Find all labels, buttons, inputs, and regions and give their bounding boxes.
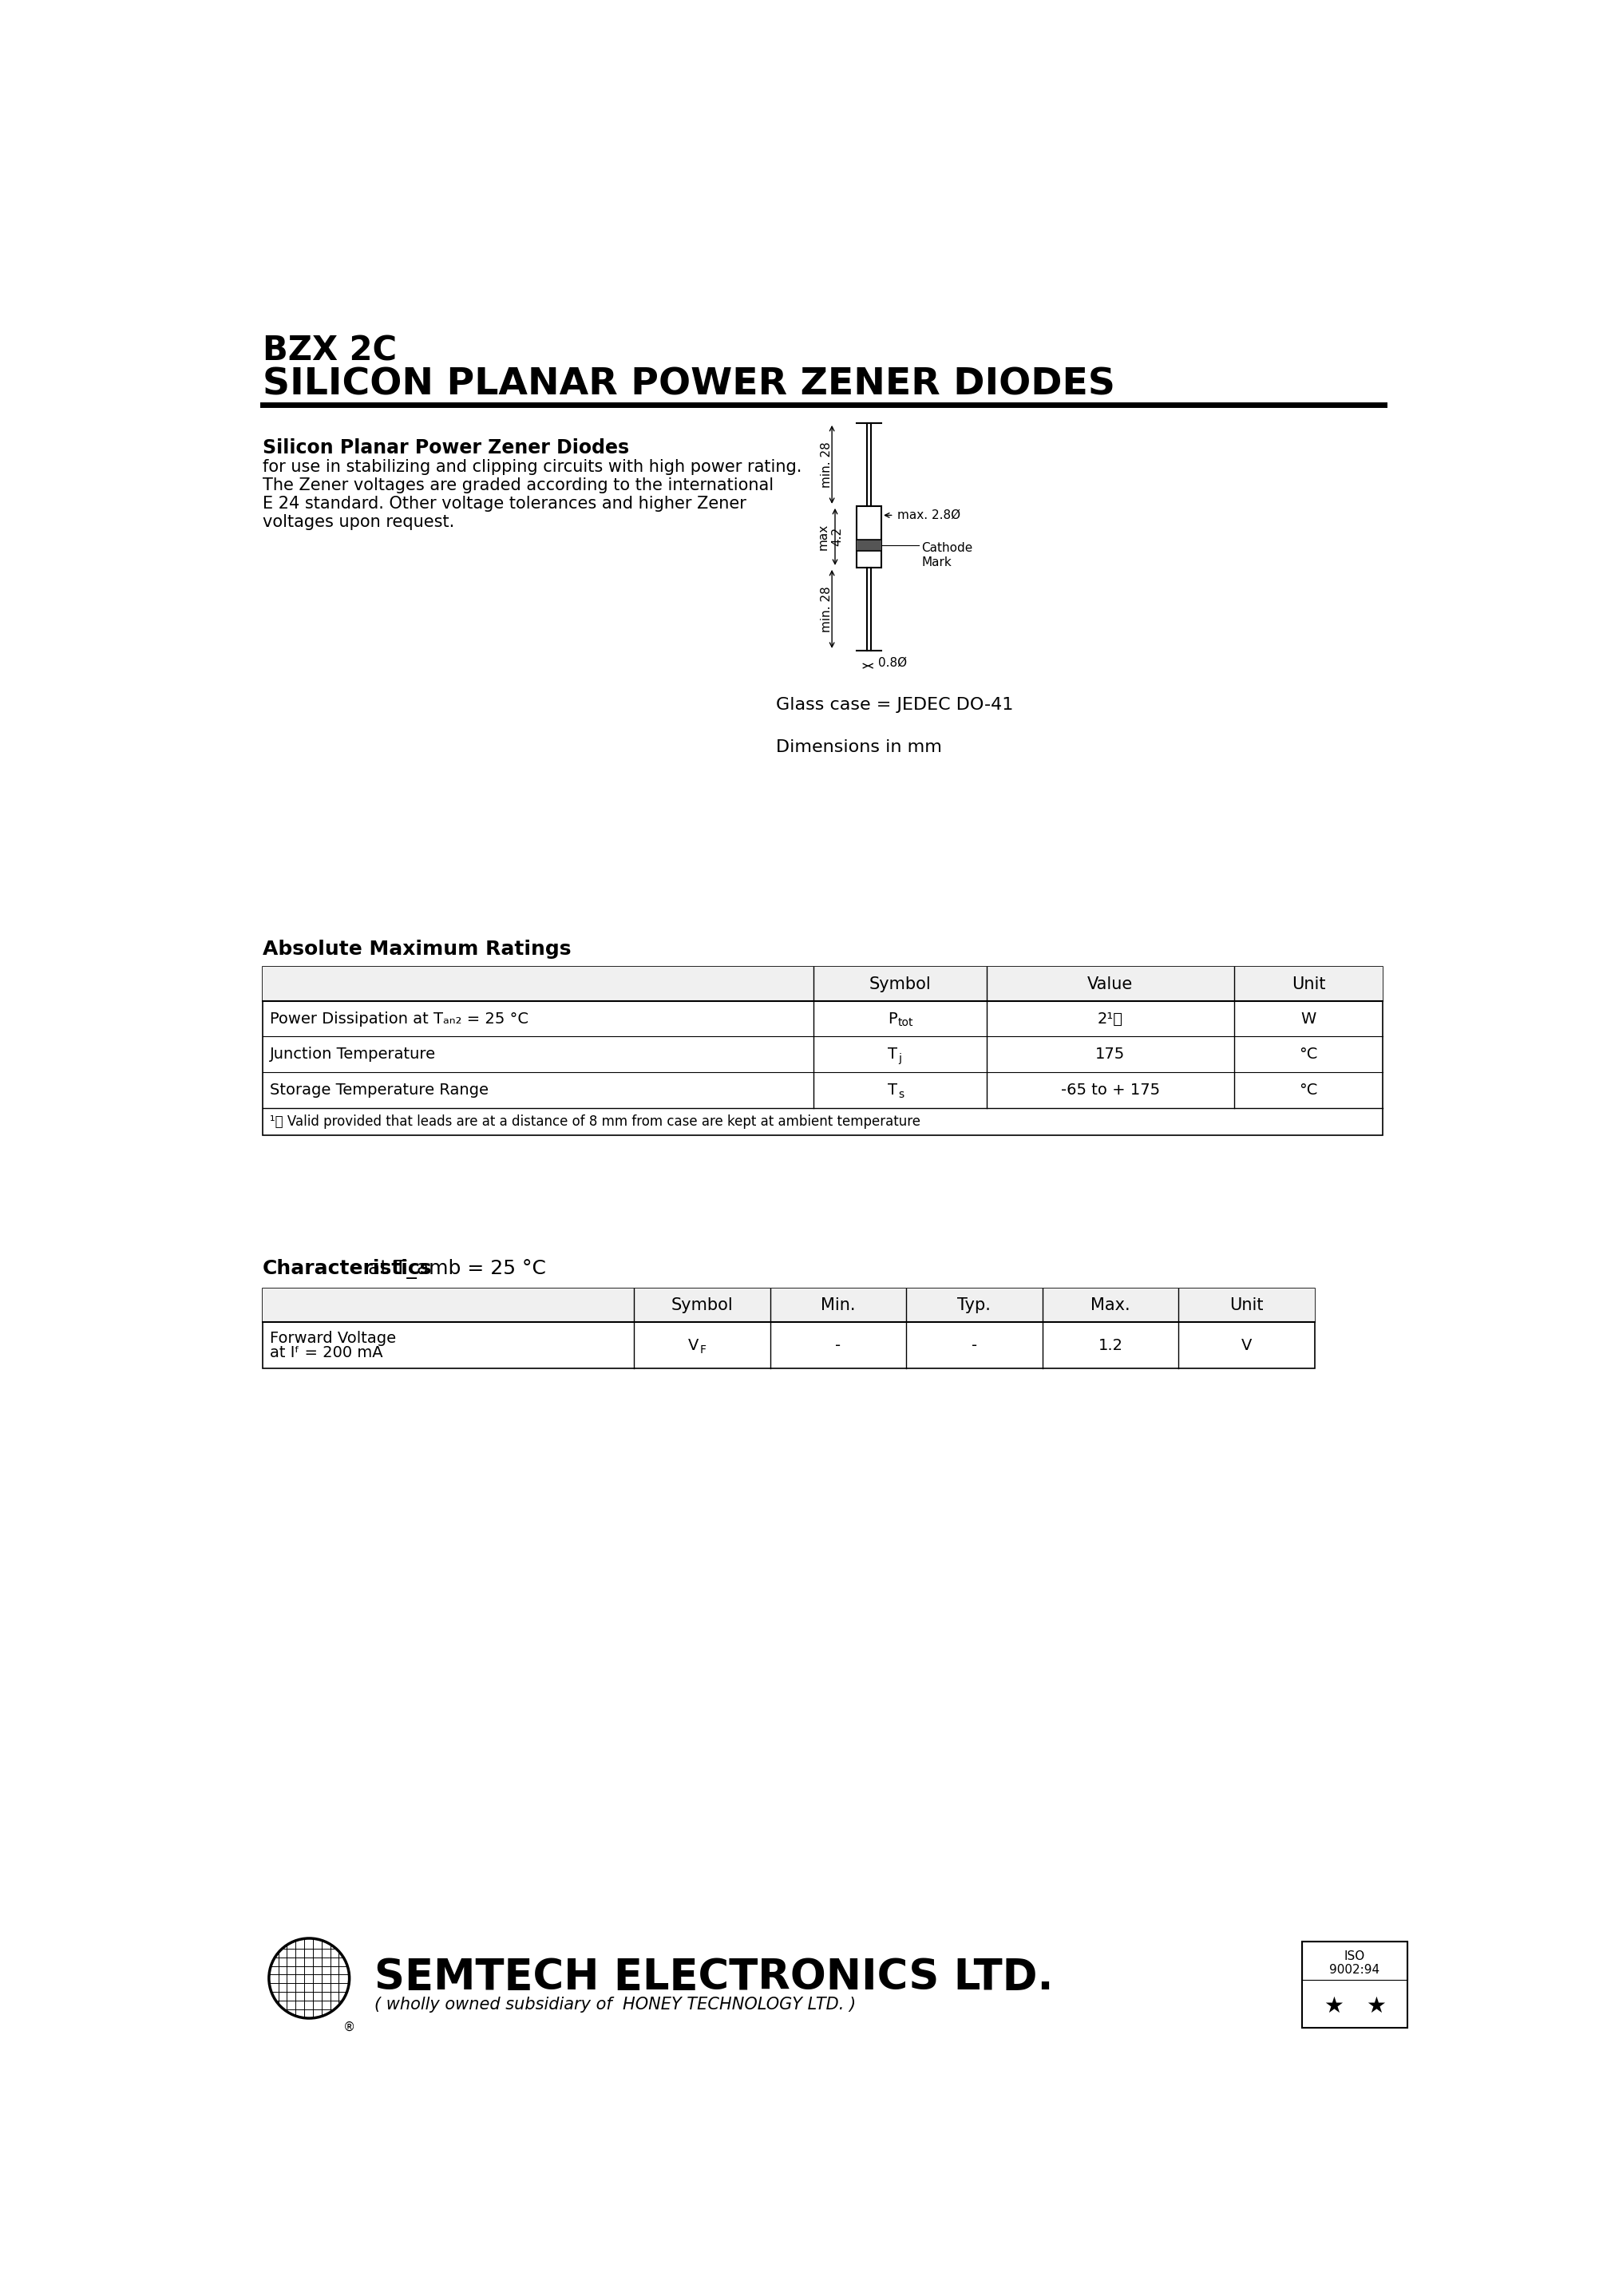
Text: 0.8Ø: 0.8Ø xyxy=(879,657,908,668)
Bar xyxy=(262,1288,1315,1368)
Text: E 24 standard. Other voltage tolerances and higher Zener: E 24 standard. Other voltage tolerances … xyxy=(262,496,746,512)
Text: Min.: Min. xyxy=(821,1297,855,1313)
Text: Characteristics: Characteristics xyxy=(262,1258,432,1279)
Text: Glass case = JEDEC DO-41: Glass case = JEDEC DO-41 xyxy=(776,696,1014,712)
Text: min. 28: min. 28 xyxy=(821,441,832,487)
Bar xyxy=(857,505,881,567)
Text: voltages upon request.: voltages upon request. xyxy=(262,514,455,530)
Text: tot: tot xyxy=(898,1017,914,1029)
Text: Absolute Maximum Ratings: Absolute Maximum Ratings xyxy=(262,939,572,957)
Text: Value: Value xyxy=(1088,976,1133,992)
Text: for use in stabilizing and clipping circuits with high power rating.: for use in stabilizing and clipping circ… xyxy=(262,459,802,475)
Text: Unit: Unit xyxy=(1292,976,1326,992)
Text: min. 28: min. 28 xyxy=(821,585,832,631)
Text: at T_amb = 25 °C: at T_amb = 25 °C xyxy=(362,1258,546,1279)
Text: °C: °C xyxy=(1298,1081,1318,1097)
Text: Unit: Unit xyxy=(1229,1297,1263,1313)
Text: W: W xyxy=(1300,1010,1316,1026)
Text: P: P xyxy=(887,1010,897,1026)
Text: ★: ★ xyxy=(1324,1995,1343,2018)
Text: Symbol: Symbol xyxy=(672,1297,733,1313)
Text: ( wholly owned subsidiary of  HONEY TECHNOLOGY LTD. ): ( wholly owned subsidiary of HONEY TECHN… xyxy=(374,1998,855,2014)
Text: Forward Voltage: Forward Voltage xyxy=(270,1329,397,1345)
Bar xyxy=(262,1288,1315,1322)
Text: V: V xyxy=(688,1339,699,1352)
Bar xyxy=(1302,1942,1408,1979)
Text: ★: ★ xyxy=(1366,1995,1385,2018)
Text: 175: 175 xyxy=(1096,1047,1125,1063)
Text: Symbol: Symbol xyxy=(869,976,930,992)
Text: ®: ® xyxy=(344,2020,355,2034)
Text: -: - xyxy=(971,1339,977,1352)
Text: Cathode
Mark: Cathode Mark xyxy=(922,542,972,567)
Text: Storage Temperature Range: Storage Temperature Range xyxy=(270,1081,489,1097)
Text: Dimensions in mm: Dimensions in mm xyxy=(776,739,942,755)
Bar xyxy=(262,967,1382,1001)
Text: T: T xyxy=(887,1047,897,1063)
Text: Silicon Planar Power Zener Diodes: Silicon Planar Power Zener Diodes xyxy=(262,439,630,457)
Text: -65 to + 175: -65 to + 175 xyxy=(1061,1081,1160,1097)
Text: j: j xyxy=(898,1054,902,1065)
Text: ISO
9002:94: ISO 9002:94 xyxy=(1329,1949,1380,1977)
Text: Power Dissipation at Tₐₙ₂ = 25 °C: Power Dissipation at Tₐₙ₂ = 25 °C xyxy=(270,1010,529,1026)
Text: °C: °C xyxy=(1298,1047,1318,1063)
Text: max
4.2: max 4.2 xyxy=(816,523,844,551)
Text: Typ.: Typ. xyxy=(958,1297,992,1313)
Bar xyxy=(1302,1942,1408,2027)
Text: -: - xyxy=(836,1339,840,1352)
Text: T: T xyxy=(887,1081,897,1097)
Text: The Zener voltages are graded according to the international: The Zener voltages are graded according … xyxy=(262,478,773,494)
Text: s: s xyxy=(898,1088,903,1100)
Bar xyxy=(857,540,881,551)
Text: Junction Temperature: Junction Temperature xyxy=(270,1047,437,1063)
Text: BZX 2C: BZX 2C xyxy=(262,333,397,367)
Text: Max.: Max. xyxy=(1091,1297,1130,1313)
Text: SEMTECH ELECTRONICS LTD.: SEMTECH ELECTRONICS LTD. xyxy=(374,1956,1053,1998)
Text: 2¹⧯: 2¹⧯ xyxy=(1098,1010,1123,1026)
Text: 1.2: 1.2 xyxy=(1098,1339,1123,1352)
Text: V: V xyxy=(1241,1339,1252,1352)
Text: at Iᶠ = 200 mA: at Iᶠ = 200 mA xyxy=(270,1345,382,1362)
Text: ¹⧯ Valid provided that leads are at a distance of 8 mm from case are kept at amb: ¹⧯ Valid provided that leads are at a di… xyxy=(270,1114,921,1130)
Text: max. 2.8Ø: max. 2.8Ø xyxy=(897,510,959,521)
Bar xyxy=(262,967,1382,1137)
Text: F: F xyxy=(701,1343,707,1355)
Text: SILICON PLANAR POWER ZENER DIODES: SILICON PLANAR POWER ZENER DIODES xyxy=(262,367,1115,402)
